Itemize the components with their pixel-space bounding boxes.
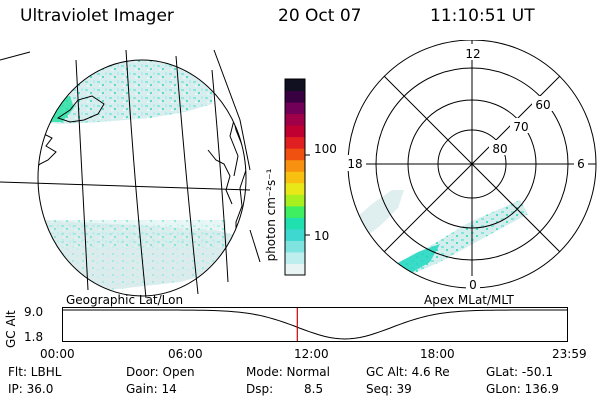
mlt-label-12: 12 — [465, 47, 480, 61]
dsp-value: 8.5 — [304, 382, 324, 396]
colorbar: photon cm⁻²s⁻¹ — [264, 78, 310, 276]
timeline-xtick-1800: 18:00 — [420, 347, 455, 361]
colorbar-cell — [285, 217, 305, 230]
earth-limb — [37, 59, 247, 297]
timeline-xtick-0600: 06:00 — [168, 347, 203, 361]
timeline-ylabel-wrap: GC Alt — [4, 310, 18, 348]
lat-lon-grid — [0, 49, 261, 299]
colorbar-cell — [285, 240, 305, 253]
mode-status: Mode: Normal — [246, 365, 330, 379]
dsp-label: Dsp: — [246, 382, 274, 396]
ip-status: IP: 36.0 — [8, 382, 54, 396]
glat-status: GLat: -50.1 — [486, 365, 553, 379]
colorbar-cell — [285, 263, 305, 276]
colorbar-tick-10: 10 — [314, 229, 330, 243]
colorbar-cell — [285, 194, 305, 207]
colorbar-cell — [285, 182, 305, 195]
filter-status: Flt: LBHL — [8, 365, 62, 379]
altitude-curve — [62, 309, 567, 340]
timeline-xtick-0000: 00:00 — [40, 347, 75, 361]
colorbar-cell — [285, 251, 305, 264]
mlt-label-0: 0 — [469, 278, 477, 292]
gain-status: Gain: 14 — [126, 382, 177, 396]
timeline-xtick-1200: 12:00 — [294, 347, 329, 361]
colorbar-cell — [285, 125, 305, 138]
colorbar-cell — [285, 171, 305, 184]
colorbar-cell — [285, 148, 305, 161]
colorbar-gradient — [285, 79, 305, 276]
observation-time: 11:10:51 UT — [430, 6, 535, 26]
colorbar-cell — [285, 113, 305, 126]
timeline-ytick-high: 9.0 — [24, 305, 44, 319]
mlat-label-70: 70 — [513, 120, 528, 134]
timeline-xtick-2359: 23:59 — [552, 347, 587, 361]
instrument-title: Ultraviolet Imager — [20, 6, 174, 26]
gc-altitude-status: GC Alt: 4.6 Re — [366, 365, 450, 379]
sequence-status: Seq: 39 — [366, 382, 412, 396]
polar-emission-dusk — [356, 190, 404, 238]
polar-grid — [347, 40, 597, 289]
glon-status: GLon: 136.9 — [486, 382, 559, 396]
timeline-ylabel: GC Alt — [4, 310, 18, 348]
colorbar-unit-label: photon cm⁻²s⁻¹ — [264, 168, 278, 261]
polar-mlat-mlt-plot: 12 18 6 0 60 70 80 — [344, 40, 597, 292]
mlt-label-18: 18 — [347, 157, 362, 171]
timeline-frame — [62, 307, 568, 342]
apex-caption: Apex MLat/MLT — [424, 293, 514, 307]
altitude-timeline — [62, 307, 568, 342]
colorbar-cell — [285, 102, 305, 115]
door-status: Door: Open — [126, 365, 195, 379]
colorbar-cell — [285, 159, 305, 172]
mlt-label-6: 6 — [577, 157, 585, 171]
mlat-label-60: 60 — [535, 98, 550, 112]
colorbar-cell — [285, 228, 305, 241]
colorbar-cell — [285, 90, 305, 103]
colorbar-cell — [285, 205, 305, 218]
colorbar-tick-100: 100 — [314, 142, 337, 156]
geographic-caption: Geographic Lat/Lon — [66, 293, 184, 307]
mlat-label-80: 80 — [492, 142, 507, 156]
timeline-ytick-low: 1.8 — [24, 330, 44, 344]
colorbar-cell — [285, 136, 305, 149]
colorbar-cell — [285, 79, 305, 92]
geographic-map-panel — [0, 49, 261, 299]
observation-date: 20 Oct 07 — [278, 6, 362, 26]
